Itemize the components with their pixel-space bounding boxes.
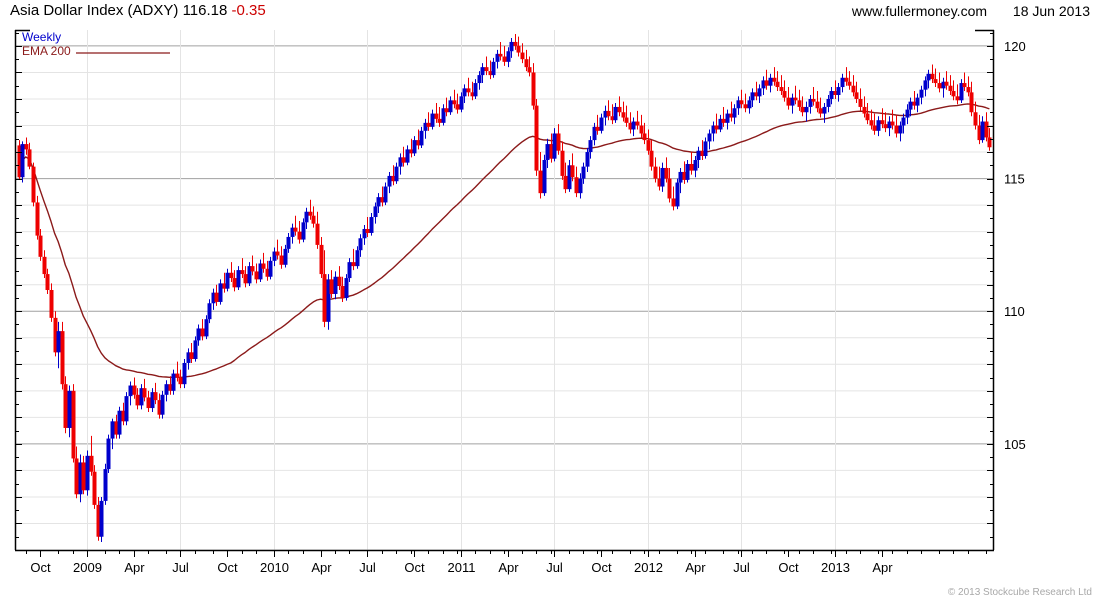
x-axis-tick-label: Jul [172,560,189,575]
x-axis-tick-label: 2010 [260,560,289,575]
x-axis-tick-label: Jul [733,560,750,575]
y-axis-tick-label: 110 [1004,304,1025,319]
website-label: www.fullermoney.com [851,3,988,19]
candlestick-series [17,33,992,543]
header-meta: www.fullermoney.com 18 Jun 2013 [852,3,1090,19]
axis-labels: 105 110 115 120 Oct 2009 Apr Jul Oct 2010 Apr Jul Oc… [30,39,1025,575]
axes [14,29,995,557]
x-axis-tick-label: Oct [217,560,238,575]
grid-lines [15,30,993,550]
y-axis-tick-label: 115 [1004,172,1025,187]
chart-area: 105 110 115 120 Oct 2009 Apr Jul Oct 2010 Apr Jul Oc… [0,26,1100,578]
x-axis-tick-label: Oct [30,560,51,575]
x-axis-tick-label: Apr [498,560,519,575]
x-axis-tick-label: Oct [404,560,425,575]
x-axis-tick-label: 2009 [73,560,102,575]
x-axis-tick-label: 2013 [821,560,850,575]
chart-header: Asia Dollar Index (ADXY) 116.18 -0.35 ww… [0,0,1100,26]
price-change: -0.35 [231,2,266,19]
x-axis-tick-label: Oct [591,560,612,575]
minor-gridlines [15,71,993,551]
x-axis-tick-label: 2012 [634,560,663,575]
x-axis-tick-label: Jul [359,560,376,575]
instrument-name: Asia Dollar Index (ADXY) [10,2,179,19]
y-axis-tick-label: 105 [1004,437,1026,452]
x-axis-tick-label: Apr [872,560,893,575]
price-chart: 105 110 115 120 Oct 2009 Apr Jul Oct 2010 Apr Jul Oc… [14,29,1026,575]
x-axis-tick-label: Apr [685,560,706,575]
copyright-notice: © 2013 Stockcube Research Ltd [947,587,1092,598]
last-price: 116.18 [182,2,228,19]
y-axis-tick-label: 120 [1004,39,1026,54]
x-axis-tick-label: Oct [778,560,799,575]
ema-200-line [17,52,990,379]
x-axis-tick-label: Apr [311,560,332,575]
x-axis-tick-label: Apr [124,560,145,575]
chart-date: 18 Jun 2013 [1012,3,1090,19]
x-axis-tick-label: 2011 [448,560,476,575]
page-title: Asia Dollar Index (ADXY) 116.18 -0.35 [10,2,266,19]
x-axis-tick-label: Jul [546,560,563,575]
